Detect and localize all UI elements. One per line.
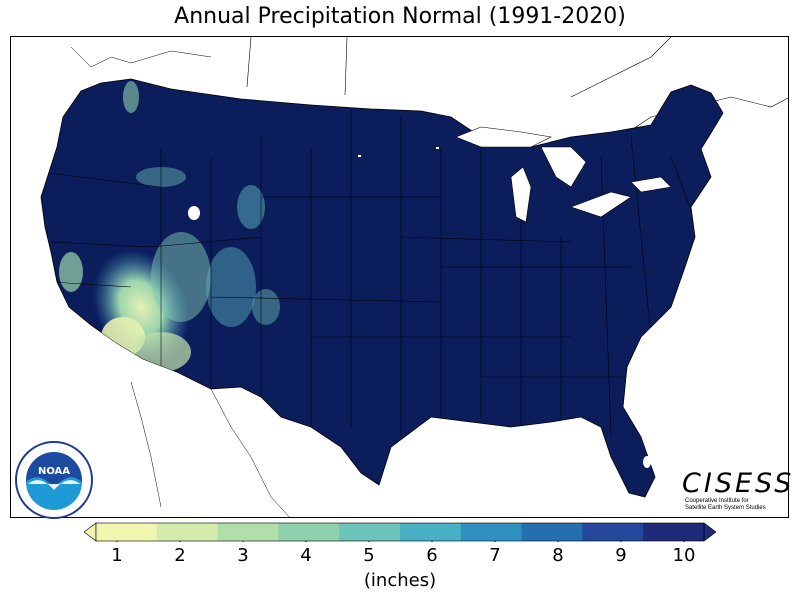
great-lakes	[455, 126, 672, 223]
colorbar-tick-label: 5	[363, 545, 375, 566]
cisess-logo-subtitle-1: Cooperative Institute for	[685, 498, 749, 504]
noaa-logo: NOAA	[14, 440, 94, 524]
state-boundaries	[41, 109, 702, 438]
colorbar-extend-low	[83, 522, 97, 542]
colorbar-segment	[96, 523, 158, 541]
precipitation-map	[10, 36, 789, 518]
cisess-logo-name: CISESS	[682, 468, 795, 499]
colorbar-tick-label: 2	[174, 545, 186, 566]
map-title: Annual Precipitation Normal (1991-2020)	[174, 4, 626, 29]
colorbar-segment	[460, 523, 523, 541]
colorbar-border	[95, 522, 705, 542]
colorbar-segment	[643, 523, 705, 541]
colorbar-segment	[156, 523, 219, 541]
precip-gradient-west	[59, 81, 280, 372]
colorbar-segment	[278, 523, 340, 541]
colorbar-tick-label: 9	[615, 545, 627, 566]
colorbar-segment	[521, 523, 583, 541]
cisess-logo-subtitle-2: Satellite Earth System Studies	[685, 505, 766, 511]
mexico-coast-lines	[130, 381, 290, 517]
colorbar-segment	[582, 523, 644, 541]
colorbar-segment	[339, 523, 401, 541]
colorbar-tick-label: 8	[552, 545, 564, 566]
colorbar-segment	[217, 523, 279, 541]
colorbar-tick-label: 3	[237, 545, 249, 566]
canada-coast-lines	[70, 46, 212, 68]
colorbar-units-label: (inches)	[363, 570, 437, 591]
colorbar-tick-label: 4	[300, 545, 312, 566]
colorbar-tick-label: 7	[489, 545, 501, 566]
colorbar-tick-label: 6	[426, 545, 438, 566]
colorbar-tick-label: 10	[672, 545, 696, 566]
colorbar-extend-high	[703, 522, 717, 542]
colorbar-tick-label: 1	[111, 545, 123, 566]
cisess-logo: CISESS Cooperative Institute for Satelli…	[682, 468, 795, 512]
canada-border-lines	[246, 37, 788, 198]
colorbar	[83, 522, 717, 546]
colorbar-segment	[400, 523, 462, 541]
small-lakes	[188, 147, 651, 468]
noaa-logo-text: NOAA	[38, 466, 70, 477]
